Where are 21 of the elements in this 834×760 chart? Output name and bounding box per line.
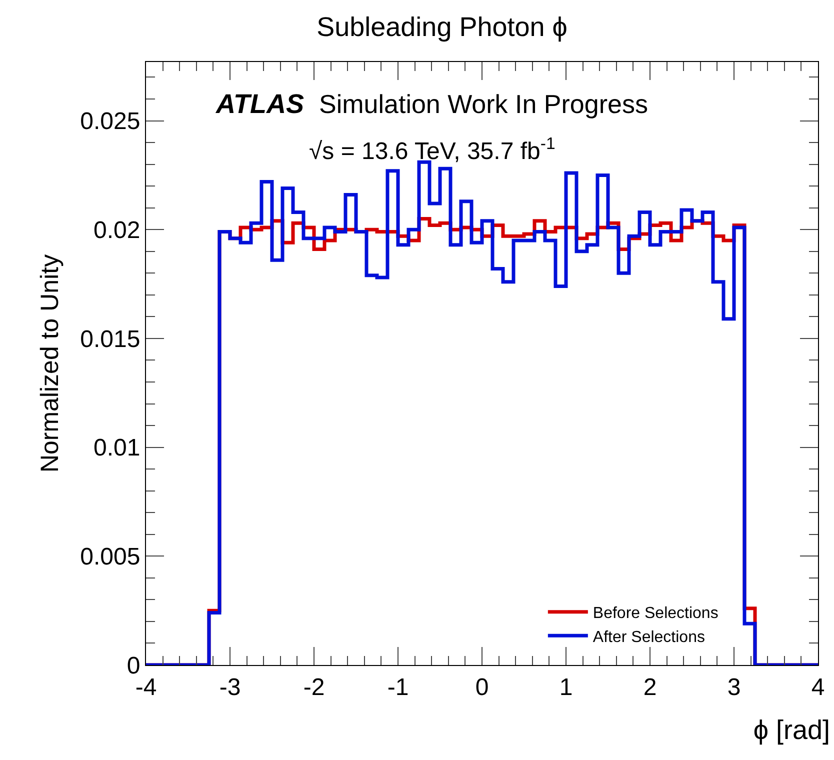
y-tick-label: 0.005 [80,544,140,571]
x-tick-label: -2 [303,674,325,701]
legend-label: Before Selections [592,605,718,622]
x-tick-label: 4 [811,674,825,701]
x-tick-label: 1 [559,674,573,701]
annotation: ATLAS [215,89,304,119]
x-tick-label: 3 [727,674,741,701]
x-axis-title: ϕ [rad] [753,715,830,746]
y-tick-label: 0.015 [80,326,140,353]
x-tick-label: -1 [387,674,409,701]
x-tick-label: 0 [475,674,489,701]
y-axis-title: Normalized to Unity [36,254,64,473]
legend-label: After Selections [592,628,705,646]
y-tick-label: 0.01 [93,434,140,462]
chart-title: Subleading Photon ϕ [316,12,568,42]
y-tick-label: 0.02 [93,217,140,244]
x-tick-label: 2 [643,674,657,701]
annotation: Simulation Work In Progress [319,89,648,119]
y-tick-label: 0.025 [80,108,140,136]
x-tick-label: -3 [219,674,241,701]
annotation: √s = 13.6 TeV, 35.7 fb$^{-1}$ [309,134,556,166]
